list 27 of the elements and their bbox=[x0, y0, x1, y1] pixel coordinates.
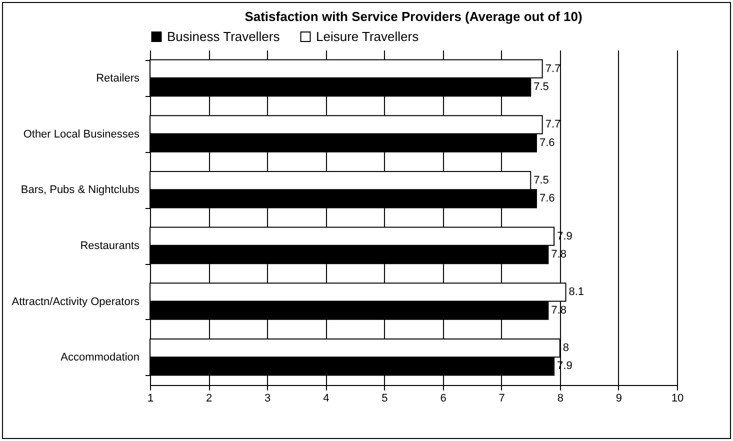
y-tick-label: Other Local Businesses bbox=[23, 128, 140, 140]
data-label: 8 bbox=[562, 342, 570, 354]
data-label: 7.6 bbox=[539, 192, 555, 205]
x-tick-label: 6 bbox=[440, 392, 446, 404]
x-tick-label: 3 bbox=[264, 392, 271, 404]
y-tick-label: Retailers bbox=[96, 72, 140, 84]
x-tick-label: 4 bbox=[323, 392, 330, 404]
data-label: 7.7 bbox=[545, 118, 561, 131]
data-label: 7.5 bbox=[534, 174, 549, 187]
x-tick-label: 5 bbox=[382, 392, 388, 404]
data-label: 7.7 bbox=[545, 62, 561, 75]
x-tick-label: 9 bbox=[616, 392, 622, 404]
legend-label: Leisure Travellers bbox=[316, 28, 420, 44]
data-label: 7.6 bbox=[539, 136, 555, 149]
x-tick-label: 1 bbox=[147, 392, 154, 404]
x-tick-label: 7 bbox=[498, 392, 505, 404]
chart-title: Satisfaction with Service Providers (Average out of 10) bbox=[244, 9, 582, 24]
x-tick-label: 2 bbox=[206, 392, 212, 404]
x-tick-label: 8 bbox=[557, 392, 564, 404]
data-label: 7.5 bbox=[534, 80, 549, 93]
y-tick-label: Bars, Pubs & Nightclubs bbox=[20, 184, 140, 196]
y-tick-label: Attractn/Activity Operators bbox=[12, 296, 140, 308]
y-tick-label: Restaurants bbox=[80, 240, 140, 252]
y-tick-label: Accommodation bbox=[60, 352, 140, 364]
data-label: 8.1 bbox=[568, 286, 584, 298]
legend-label: Business Travellers bbox=[167, 28, 280, 44]
x-tick-label: 10 bbox=[671, 392, 684, 404]
